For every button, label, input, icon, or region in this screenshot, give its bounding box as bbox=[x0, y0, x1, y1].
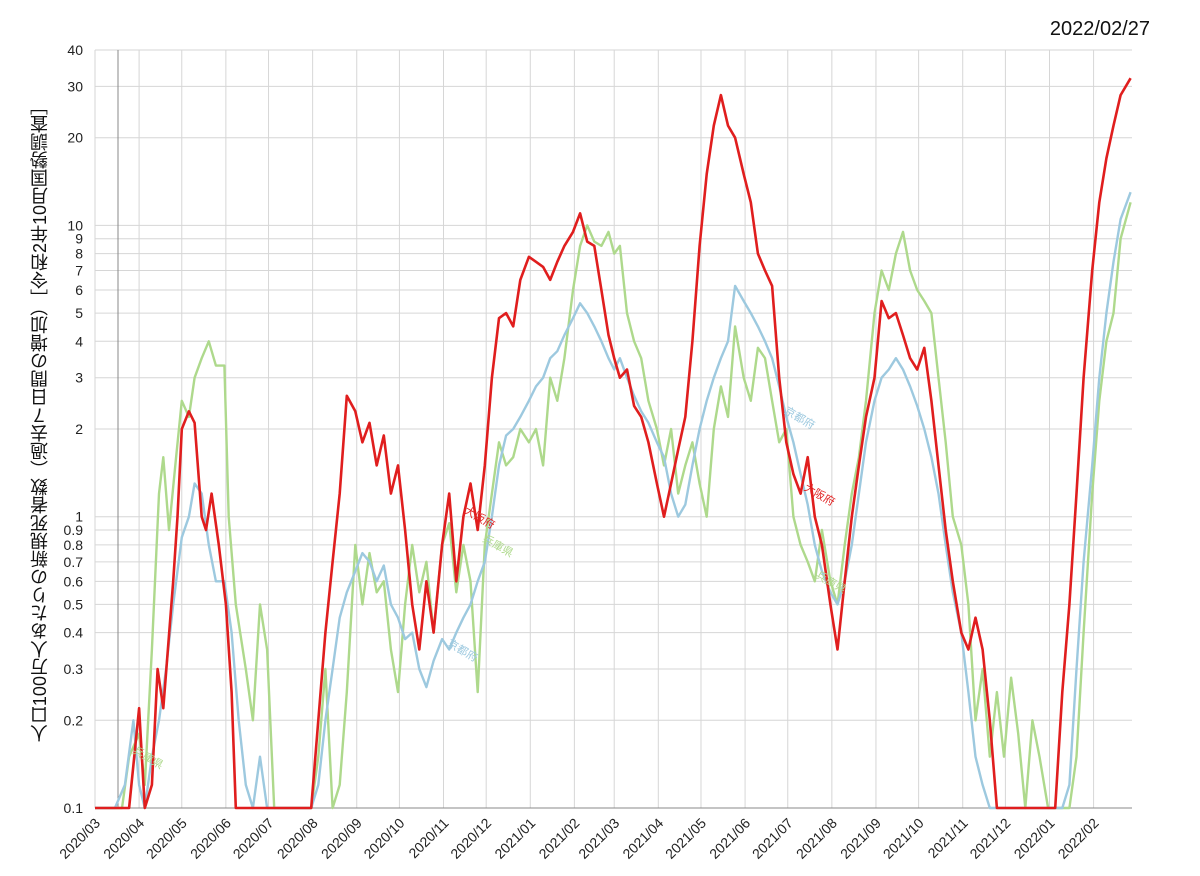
y-tick-label: 0.6 bbox=[64, 573, 84, 589]
x-tick-label: 2020/03 bbox=[56, 815, 103, 862]
x-tick-label: 2020/08 bbox=[274, 815, 321, 862]
x-tick-label: 2021/10 bbox=[880, 815, 927, 862]
x-tick-label: 2021/04 bbox=[619, 815, 666, 862]
y-tick-label: 0.4 bbox=[64, 625, 84, 641]
y-tick-label: 2 bbox=[75, 421, 83, 437]
x-tick-label: 2020/09 bbox=[318, 815, 365, 862]
x-tick-label: 2020/07 bbox=[230, 815, 277, 862]
x-tick-label: 2021/07 bbox=[749, 815, 796, 862]
y-tick-label: 40 bbox=[67, 42, 83, 58]
x-tick-label: 2021/06 bbox=[706, 815, 753, 862]
y-tick-label: 30 bbox=[67, 78, 83, 94]
series-label-1: 兵庫県 bbox=[130, 743, 166, 772]
series-line-0 bbox=[95, 77, 1132, 810]
y-tick-label: 9 bbox=[75, 231, 83, 247]
y-tick-label: 10 bbox=[67, 217, 83, 233]
x-tick-label: 2020/11 bbox=[405, 815, 452, 862]
x-tick-label: 2021/02 bbox=[535, 815, 582, 862]
y-tick-label: 0.5 bbox=[64, 596, 84, 612]
y-tick-label: 0.8 bbox=[64, 537, 84, 553]
grid-layer bbox=[94, 49, 1132, 809]
x-tick-labels: 2020/032020/042020/052020/062020/072020/… bbox=[56, 815, 1102, 862]
x-tick-label: 2020/12 bbox=[447, 815, 494, 862]
series-line-1 bbox=[95, 201, 1132, 810]
x-tick-label: 2021/11 bbox=[924, 815, 971, 862]
x-tick-label: 2021/01 bbox=[491, 815, 538, 862]
x-tick-label: 2021/05 bbox=[662, 815, 709, 862]
y-tick-label: 5 bbox=[75, 305, 83, 321]
x-tick-label: 2021/08 bbox=[793, 815, 840, 862]
x-tick-label: 2022/01 bbox=[1011, 815, 1058, 862]
y-tick-label: 0.7 bbox=[64, 554, 84, 570]
y-tick-label: 3 bbox=[75, 370, 83, 386]
y-tick-label: 8 bbox=[75, 246, 83, 262]
x-tick-label: 2020/06 bbox=[187, 815, 234, 862]
x-tick-label: 2020/10 bbox=[360, 815, 407, 862]
y-tick-label: 4 bbox=[75, 333, 83, 349]
x-tick-label: 2022/02 bbox=[1055, 815, 1102, 862]
date-stamp: 2022/02/27 bbox=[1049, 18, 1150, 40]
x-tick-label: 2021/12 bbox=[966, 815, 1013, 862]
y-tick-label: 1 bbox=[75, 509, 83, 525]
y-tick-label: 0.2 bbox=[64, 712, 84, 728]
y-tick-label: 0.9 bbox=[64, 522, 84, 538]
y-tick-label: 0.3 bbox=[64, 661, 84, 677]
series-layer bbox=[95, 77, 1132, 810]
x-tick-label: 2020/04 bbox=[100, 815, 147, 862]
y-tick-label: 6 bbox=[75, 282, 83, 298]
y-tick-label: 20 bbox=[67, 130, 83, 146]
x-tick-label: 2021/03 bbox=[575, 815, 622, 862]
y-tick-label: 0.1 bbox=[64, 800, 84, 816]
x-tick-label: 2021/09 bbox=[837, 815, 884, 862]
y-tick-label: 7 bbox=[75, 263, 83, 279]
x-tick-label: 2020/05 bbox=[143, 815, 190, 862]
series-line-2 bbox=[95, 191, 1132, 810]
